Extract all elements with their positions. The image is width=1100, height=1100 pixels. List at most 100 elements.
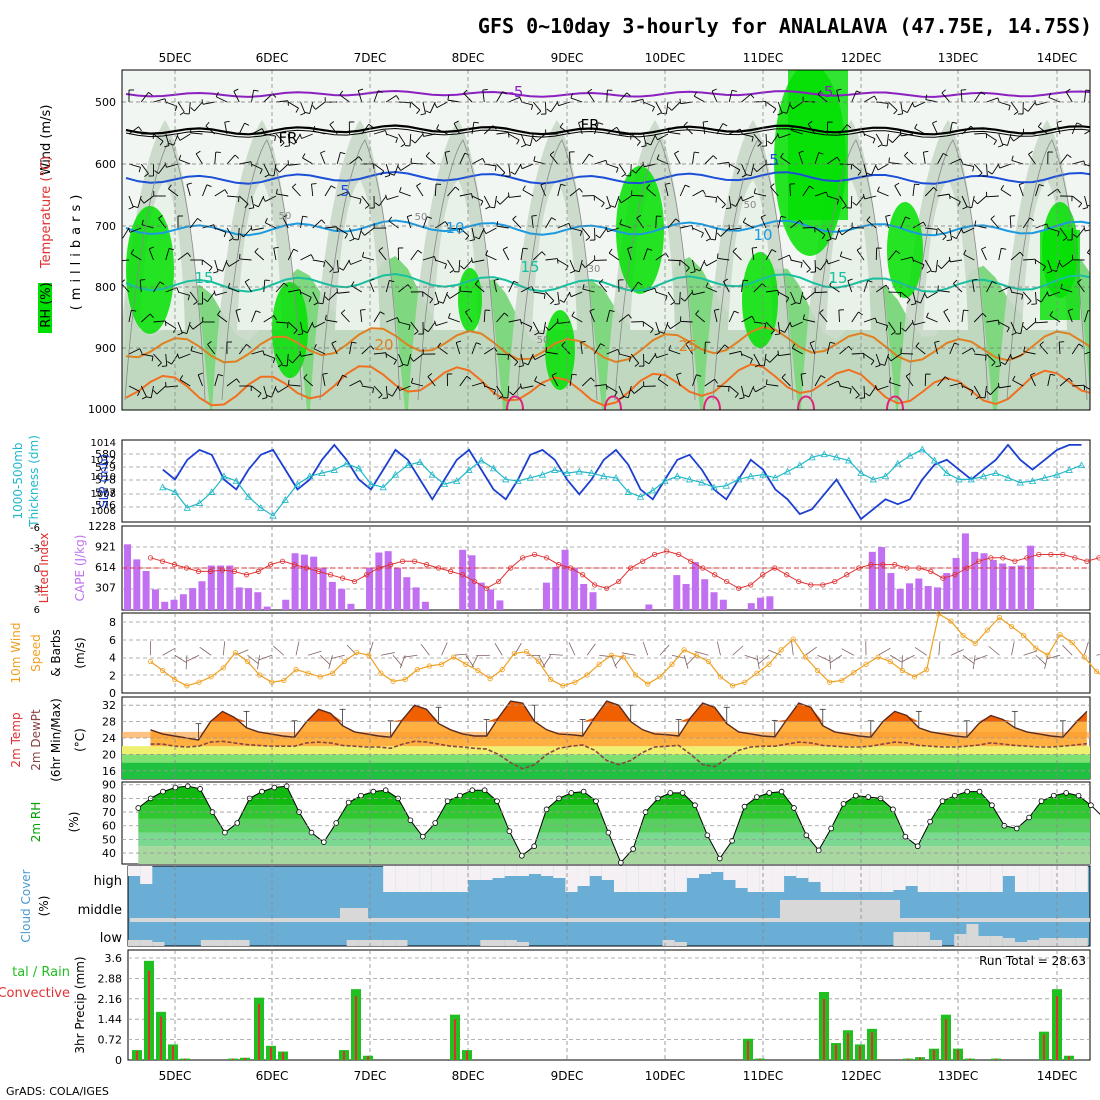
wind-barb-flag [149,246,155,250]
wind-barb-flag [182,331,188,334]
wind-barb-flag [206,184,212,188]
wind-barb [529,133,534,146]
wind-barb-flag [937,264,942,269]
wind-barb [716,195,726,205]
lifted-index-line-point [808,582,814,588]
wind-barb [986,353,996,363]
wind-barb-flag [765,358,771,363]
wind-barb [386,317,398,323]
wind-barb [937,376,946,387]
wind-barb [189,291,198,302]
wind-barb [814,259,817,273]
wind-barb [840,255,852,261]
cloud-high-block [735,866,748,888]
thickness-point [342,459,351,467]
wind-barb-flag [842,205,847,210]
wind-barb [815,291,828,294]
wind-barb [814,375,822,387]
wind-barb-flag [434,103,438,108]
wind-barb [589,310,595,323]
wind-barb-flag [746,174,752,177]
rh-color-key [38,283,52,333]
wind-barb [598,282,608,293]
cloud-high-block [771,866,785,892]
wind10m-barb [330,654,345,660]
wind10m-line-point [948,618,954,624]
wind-barb [998,248,1002,261]
wind-barb [422,256,435,261]
cape-bar [189,588,197,610]
wind-barb-flag [807,120,813,125]
wind-barb-flag [411,139,416,144]
wind-barb [277,385,289,393]
lifted-index-line-point [820,582,826,588]
slp-tick: 1006 [91,506,116,517]
cloud-high-block [626,866,639,892]
wind-barb [398,133,406,145]
wind-barb [643,163,656,168]
wind-barb [549,154,559,165]
wind-barb [1059,154,1068,165]
wind-barb [754,192,767,197]
wind-barb-flag [764,323,767,329]
wind-barb [287,249,294,261]
thickness-point [159,483,167,491]
cloud-low-block [492,940,505,946]
slp-tick: 1014 [91,438,116,449]
cape-bar [310,556,318,610]
wind10m-barb [974,654,988,661]
wind-barb-flag [665,253,669,258]
wind-barb-flag [395,137,398,143]
wind-barb [292,353,301,364]
wind10m-line-point [608,652,614,658]
wind-barb-flag [1036,298,1042,303]
li-tick: 6 [34,605,40,616]
cloud-high-block [820,866,833,892]
wind-barb-flag [164,98,167,104]
rh-contour-line [124,139,206,401]
wind-barb-flag [520,144,526,148]
lifted-index-line-point [940,575,946,581]
lifted-index-line [150,550,1100,589]
wind-barb-flag [925,94,928,100]
rh2m-point [704,832,711,839]
wind-barb-flag [407,284,412,289]
thickness-point [538,470,547,478]
wind-barb-flag [944,376,950,381]
wind-barb-flag [384,175,390,178]
wind-barb [496,132,509,135]
wind-barb-flag [429,298,434,304]
wind-barb [177,101,185,113]
ylabel-slp: SLP (mb) [97,454,111,508]
wind10m-barb [465,655,474,668]
wind-barb-flag [702,189,706,195]
wind10m-line-point [632,672,639,678]
wind-barb [471,342,477,355]
wind-barb-flag [972,166,975,172]
wind-barb-flag [634,362,640,367]
cloud-high-block [395,866,408,892]
wind-barb-flag [342,374,348,378]
wind-barb [336,259,339,272]
rh2m-point [481,787,488,793]
wind-barb [817,94,828,103]
rh2m-point [766,790,773,796]
wind-barb [226,378,237,387]
wind-barb [925,99,938,103]
precip-ticks: 3.62.882.161.440.720 [98,952,123,1067]
cape-bar [552,566,560,610]
cape-bar [719,599,727,610]
wind10m-barb [756,655,760,670]
rh2m-point [333,820,340,826]
wind-barb [178,353,191,359]
wind-barb [717,257,730,261]
wind-barb-flag [826,259,829,265]
wind-barb [532,251,543,261]
wind-barb-flag [164,145,170,148]
thickness-point [857,469,865,477]
wind-barb [385,280,390,293]
wind-barb-flag [157,362,162,367]
wind-barb-flag [619,219,622,225]
wind-barb-flag [598,122,604,125]
